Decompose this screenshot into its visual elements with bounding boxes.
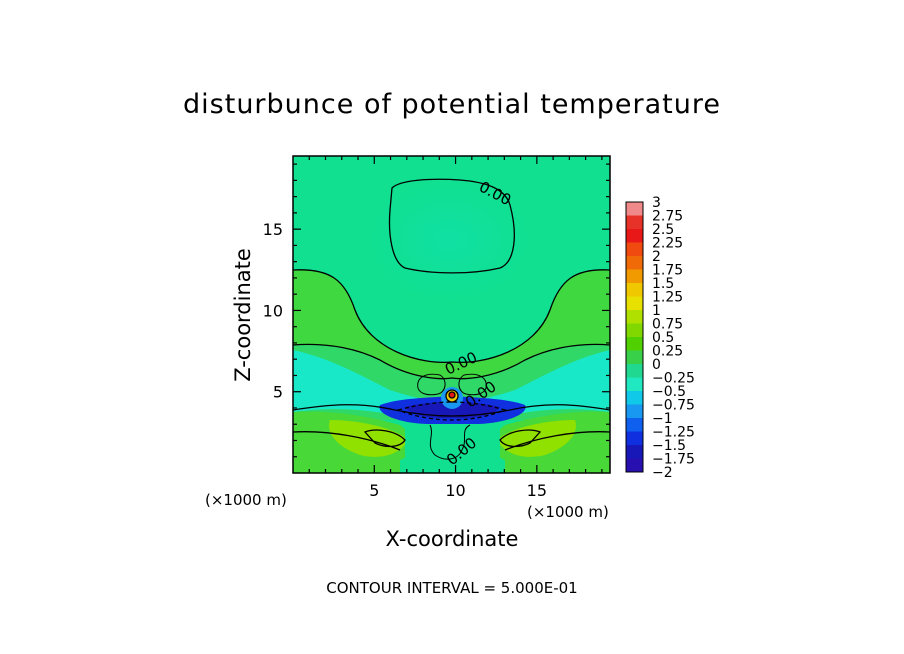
contour-zero-top xyxy=(388,178,515,274)
z-tick-label: 10 xyxy=(263,301,283,320)
z-tick-label: 5 xyxy=(273,383,283,402)
colorbar-label: 1.75 xyxy=(652,263,683,279)
contour-core-dashed xyxy=(395,401,507,421)
colorbar-swatch xyxy=(626,202,643,216)
lower-bright-right xyxy=(497,420,576,457)
colorbar-swatch xyxy=(626,283,643,297)
plot-area xyxy=(293,156,610,473)
contour-lobe-right xyxy=(458,373,487,396)
contour-bubble-inner xyxy=(448,391,456,399)
colorbar-swatch xyxy=(626,445,643,459)
colorbar-swatch xyxy=(626,431,643,446)
colorbar-swatch xyxy=(626,364,643,378)
contour-interval-note: CONTOUR INTERVAL = 5.000E-01 xyxy=(326,579,577,597)
colorbar-label: −0.25 xyxy=(652,371,695,387)
colorbar-swatch xyxy=(626,256,643,270)
colorbar-label: −1.25 xyxy=(652,425,695,441)
colorbar-swatch xyxy=(626,229,643,243)
z-tick-label: 15 xyxy=(263,220,283,239)
colorbar-swatch xyxy=(626,269,643,284)
contour-bottom-center xyxy=(429,424,471,460)
axis-tick-labels: 5 10 15 5 10 15 xyxy=(263,220,547,500)
colorbar-swatch xyxy=(626,323,643,338)
y-axis-label: Z-coordinate xyxy=(231,248,255,382)
x-tick-label: 10 xyxy=(445,481,465,500)
colorbar-label: −1.75 xyxy=(652,452,695,468)
colorbar-swatch xyxy=(626,404,643,419)
colorbar-swatch xyxy=(626,391,643,405)
contour-bottom-right xyxy=(499,429,610,451)
axis-ticks xyxy=(293,156,610,473)
contour-neg xyxy=(293,404,610,417)
colorbar-label: 1.5 xyxy=(652,276,674,292)
colorbar-swatch xyxy=(626,310,643,324)
contour-lobe-left xyxy=(417,373,446,396)
colorbar-label: 1 xyxy=(652,303,661,319)
colorbar-label: −2 xyxy=(652,465,673,481)
colorbar-frame xyxy=(625,201,644,473)
colorbar-label: 0.25 xyxy=(652,344,683,360)
warm-bubble-center xyxy=(449,392,455,398)
colorbar-swatch xyxy=(626,418,643,432)
z-unit-label: (×1000 m) xyxy=(527,503,609,521)
colorbar-swatch xyxy=(626,242,643,257)
contour-zero-mid xyxy=(293,269,610,364)
colorbar-label: 2.25 xyxy=(652,236,683,252)
colorbar-label: 0 xyxy=(652,357,661,373)
colorbar-swatch xyxy=(626,337,643,351)
colorbar-label: 0.75 xyxy=(652,317,683,333)
colorbar-label: −0.75 xyxy=(652,398,695,414)
colorbar: 32.752.52.2521.751.51.2510.750.50.250−0.… xyxy=(625,195,695,481)
colorbar-label: −0.5 xyxy=(652,384,686,400)
colorbar-label: 2.5 xyxy=(652,222,674,238)
colorbar-swatch xyxy=(626,350,643,365)
contour-bottom-left xyxy=(293,429,406,451)
contour-bubble xyxy=(445,389,459,403)
colorbar-swatch xyxy=(626,458,643,473)
colorbar-swatch xyxy=(626,296,643,311)
colorbar-label: 2 xyxy=(652,249,661,265)
colorbar-swatch xyxy=(626,215,643,230)
cyan-layer-region xyxy=(293,350,610,420)
x-unit-label: (×1000 m) xyxy=(205,491,287,509)
colorbar-swatch xyxy=(626,377,643,392)
lower-bright-left xyxy=(329,420,408,457)
chart-title: disturbunce of potential temperature xyxy=(183,89,721,120)
colorbar-label: 0.5 xyxy=(652,330,674,346)
colorbar-label: −1 xyxy=(652,411,673,427)
x-tick-label: 15 xyxy=(527,481,547,500)
bottom-center-region xyxy=(405,424,500,473)
colorbar-label: 1.25 xyxy=(652,290,683,306)
x-axis-label: X-coordinate xyxy=(386,527,519,551)
plot-frame xyxy=(292,155,611,474)
colorbar-label: 3 xyxy=(652,195,661,211)
x-tick-label: 5 xyxy=(369,481,379,500)
contour-half xyxy=(293,343,610,380)
contour-lines xyxy=(293,178,610,460)
dark-blue-core-region xyxy=(405,402,500,419)
colorbar-label: 2.75 xyxy=(652,209,683,225)
colorbar-label: −1.5 xyxy=(652,438,686,454)
